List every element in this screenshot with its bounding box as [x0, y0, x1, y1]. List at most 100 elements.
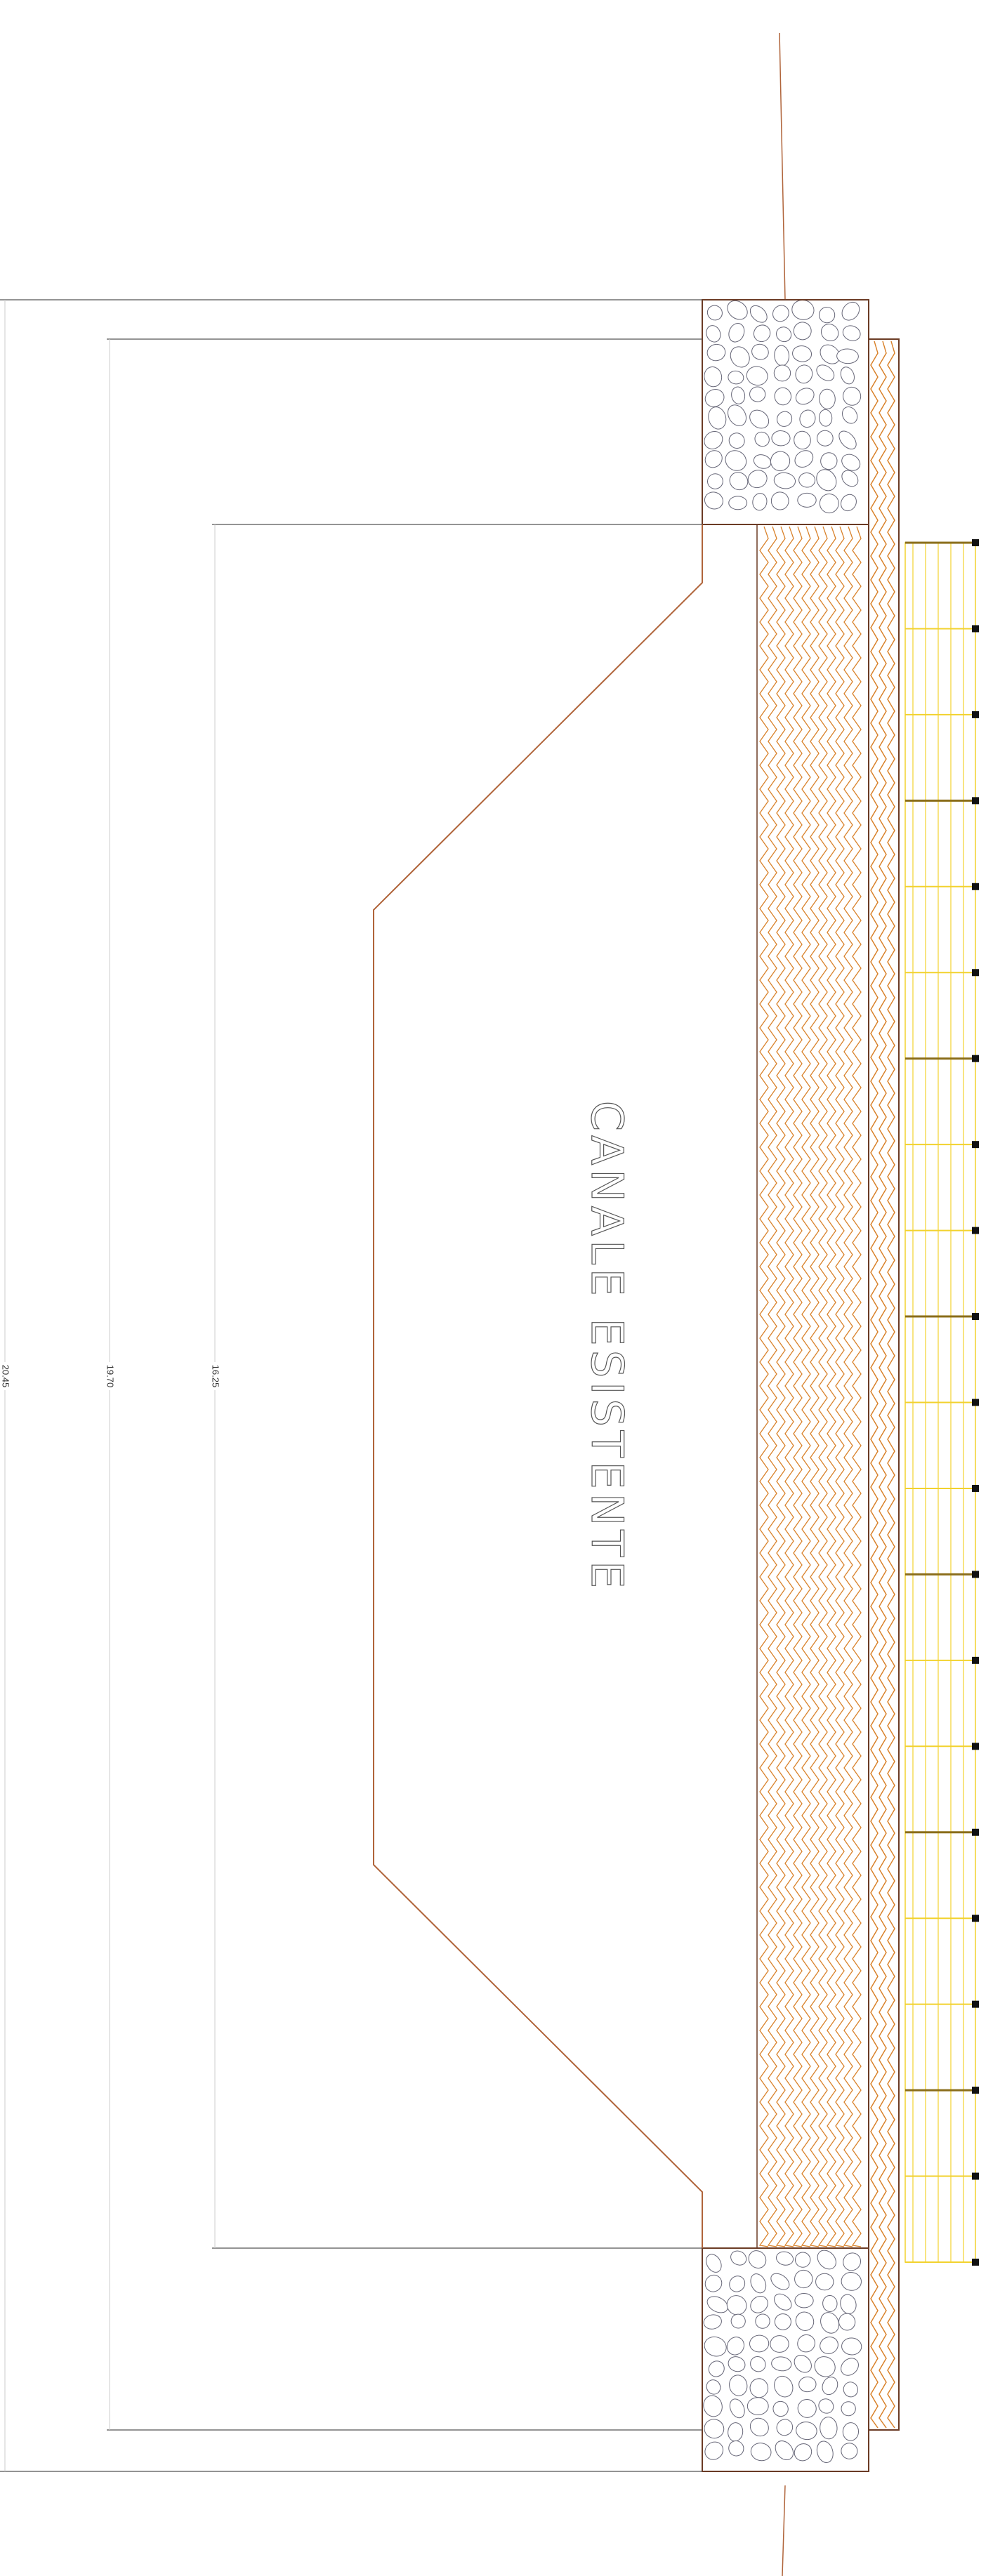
- post-base: [972, 2173, 979, 2180]
- stone: [706, 343, 727, 362]
- stone: [726, 2354, 747, 2374]
- post-base: [972, 2001, 979, 2008]
- stone: [841, 2380, 860, 2398]
- hatch-wave: [760, 527, 768, 2247]
- post-base: [972, 1313, 979, 1320]
- hatch-wave: [777, 527, 785, 2247]
- hatch-wave: [819, 527, 827, 2247]
- stone: [774, 409, 795, 430]
- post-base: [972, 1227, 979, 1234]
- stone: [702, 365, 723, 388]
- stone: [817, 2309, 843, 2336]
- stone: [791, 2352, 815, 2376]
- stone: [838, 365, 857, 386]
- deck: [757, 524, 869, 2248]
- stone: [747, 303, 770, 326]
- stone: [773, 387, 792, 407]
- stone: [751, 322, 774, 345]
- stone: [817, 2334, 841, 2357]
- stone: [702, 2438, 727, 2463]
- stone: [791, 2440, 815, 2464]
- stone: [841, 385, 863, 408]
- stone: [772, 2438, 797, 2464]
- stone: [819, 409, 833, 427]
- stone: [771, 430, 790, 446]
- stone: [728, 2248, 749, 2268]
- post-base: [972, 1743, 979, 1750]
- stone: [820, 494, 839, 513]
- stone: [819, 389, 836, 409]
- stone: [817, 430, 834, 447]
- stone: [838, 468, 861, 490]
- stone: [706, 405, 728, 431]
- stone: [746, 2415, 772, 2440]
- stone: [721, 447, 750, 475]
- stone: [798, 473, 816, 488]
- stone: [702, 2417, 726, 2441]
- stone: [815, 2439, 836, 2464]
- stone: [814, 362, 837, 383]
- stone: [730, 385, 746, 404]
- stone: [793, 2309, 817, 2334]
- post-base: [972, 2259, 979, 2266]
- hatch-wave: [794, 527, 802, 2247]
- stone: [704, 2293, 730, 2316]
- stone: [726, 2273, 748, 2294]
- stone: [702, 489, 725, 511]
- hatch-wave: [888, 341, 895, 2428]
- stone: [703, 2252, 724, 2275]
- stone: [745, 2247, 770, 2272]
- stone: [791, 447, 816, 470]
- post-base: [972, 883, 979, 890]
- stone: [773, 471, 796, 489]
- stone: [822, 2295, 838, 2313]
- stone: [791, 319, 815, 343]
- stone: [727, 343, 754, 371]
- stone: [749, 2377, 769, 2398]
- stone: [702, 2334, 729, 2359]
- stone: [747, 2293, 771, 2316]
- stone: [794, 2396, 820, 2422]
- stone: [810, 2353, 839, 2381]
- section-drawing: 20.45 19.70 16.25 CANALE ESISTENTE: [0, 0, 1000, 2576]
- stone: [728, 2374, 749, 2398]
- stone: [702, 2313, 723, 2331]
- stone: [748, 2271, 769, 2295]
- stone: [726, 469, 751, 494]
- stone: [706, 472, 725, 491]
- stone: [798, 408, 817, 429]
- post-base: [972, 2087, 979, 2094]
- stone: [841, 2337, 862, 2356]
- stone: [819, 451, 838, 471]
- stone: [745, 364, 770, 388]
- railing: [905, 539, 979, 2266]
- hatch-wave: [785, 527, 794, 2247]
- stone: [774, 2313, 792, 2331]
- stone: [815, 2273, 834, 2290]
- ground-line: [782, 2485, 785, 2576]
- post-base: [972, 711, 979, 718]
- stone: [836, 428, 860, 452]
- post-base: [972, 1141, 979, 1148]
- stone: [794, 2331, 819, 2356]
- stone: [798, 2377, 816, 2392]
- stone: [836, 348, 859, 364]
- stone: [729, 496, 747, 510]
- stone: [820, 2417, 838, 2439]
- stone: [839, 451, 863, 474]
- post-base: [972, 539, 979, 546]
- stone: [702, 386, 727, 409]
- ground-line: [779, 33, 785, 300]
- stone: [820, 2374, 841, 2397]
- stone: [745, 468, 769, 491]
- stone: [793, 430, 812, 451]
- hatch-wave: [768, 527, 777, 2247]
- stone: [704, 324, 723, 344]
- stone: [729, 2312, 748, 2331]
- stone: [836, 2311, 857, 2333]
- stone: [706, 2358, 728, 2379]
- post-base: [972, 625, 979, 632]
- stone: [701, 2393, 725, 2419]
- stone: [841, 2401, 856, 2417]
- hatch-wave: [844, 527, 853, 2247]
